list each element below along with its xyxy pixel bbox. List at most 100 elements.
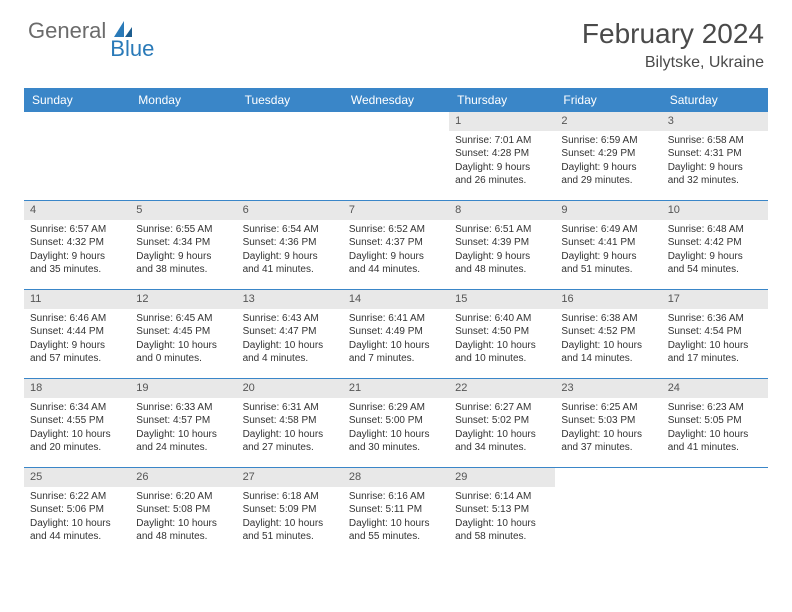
daylight-text: Daylight: 10 hours and 48 minutes. <box>136 517 230 544</box>
day-number: 17 <box>662 290 768 309</box>
day-cell: 1Sunrise: 7:01 AMSunset: 4:28 PMDaylight… <box>449 112 555 200</box>
sunset-text: Sunset: 4:32 PM <box>30 236 124 250</box>
logo: General Blue <box>28 18 154 44</box>
daylight-text: Daylight: 9 hours and 26 minutes. <box>455 161 549 188</box>
day-cell: 13Sunrise: 6:43 AMSunset: 4:47 PMDayligh… <box>237 290 343 378</box>
daylight-text: Daylight: 9 hours and 35 minutes. <box>30 250 124 277</box>
sunrise-text: Sunrise: 6:34 AM <box>30 401 124 415</box>
day-body: Sunrise: 6:41 AMSunset: 4:49 PMDaylight:… <box>343 309 449 370</box>
sunset-text: Sunset: 4:49 PM <box>349 325 443 339</box>
daylight-text: Daylight: 9 hours and 32 minutes. <box>668 161 762 188</box>
day-body: Sunrise: 6:23 AMSunset: 5:05 PMDaylight:… <box>662 398 768 459</box>
daylight-text: Daylight: 10 hours and 37 minutes. <box>561 428 655 455</box>
day-number: 22 <box>449 379 555 398</box>
sunset-text: Sunset: 5:09 PM <box>243 503 337 517</box>
sunset-text: Sunset: 4:52 PM <box>561 325 655 339</box>
day-number: 28 <box>343 468 449 487</box>
sunset-text: Sunset: 5:06 PM <box>30 503 124 517</box>
sunrise-text: Sunrise: 6:43 AM <box>243 312 337 326</box>
day-body: Sunrise: 6:34 AMSunset: 4:55 PMDaylight:… <box>24 398 130 459</box>
day-cell: 26Sunrise: 6:20 AMSunset: 5:08 PMDayligh… <box>130 468 236 556</box>
day-number: 9 <box>555 201 661 220</box>
sunset-text: Sunset: 4:57 PM <box>136 414 230 428</box>
sunset-text: Sunset: 5:00 PM <box>349 414 443 428</box>
sunset-text: Sunset: 5:13 PM <box>455 503 549 517</box>
day-number: 18 <box>24 379 130 398</box>
sunrise-text: Sunrise: 6:41 AM <box>349 312 443 326</box>
sunrise-text: Sunrise: 7:01 AM <box>455 134 549 148</box>
daylight-text: Daylight: 10 hours and 34 minutes. <box>455 428 549 455</box>
daylight-text: Daylight: 10 hours and 10 minutes. <box>455 339 549 366</box>
day-body: Sunrise: 6:25 AMSunset: 5:03 PMDaylight:… <box>555 398 661 459</box>
day-body: Sunrise: 6:51 AMSunset: 4:39 PMDaylight:… <box>449 220 555 281</box>
sunset-text: Sunset: 4:42 PM <box>668 236 762 250</box>
sunrise-text: Sunrise: 6:45 AM <box>136 312 230 326</box>
day-number: 25 <box>24 468 130 487</box>
sunset-text: Sunset: 4:36 PM <box>243 236 337 250</box>
sunrise-text: Sunrise: 6:29 AM <box>349 401 443 415</box>
sunrise-text: Sunrise: 6:33 AM <box>136 401 230 415</box>
day-number: 16 <box>555 290 661 309</box>
day-body: Sunrise: 6:20 AMSunset: 5:08 PMDaylight:… <box>130 487 236 548</box>
day-number: 14 <box>343 290 449 309</box>
daylight-text: Daylight: 9 hours and 51 minutes. <box>561 250 655 277</box>
daylight-text: Daylight: 9 hours and 57 minutes. <box>30 339 124 366</box>
day-number: 7 <box>343 201 449 220</box>
sunrise-text: Sunrise: 6:14 AM <box>455 490 549 504</box>
daylight-text: Daylight: 9 hours and 29 minutes. <box>561 161 655 188</box>
day-cell: 10Sunrise: 6:48 AMSunset: 4:42 PMDayligh… <box>662 201 768 289</box>
day-body: Sunrise: 6:58 AMSunset: 4:31 PMDaylight:… <box>662 131 768 192</box>
weekday-header: Sunday <box>24 88 130 112</box>
day-cell: 21Sunrise: 6:29 AMSunset: 5:00 PMDayligh… <box>343 379 449 467</box>
sunrise-text: Sunrise: 6:57 AM <box>30 223 124 237</box>
week-row: 4Sunrise: 6:57 AMSunset: 4:32 PMDaylight… <box>24 201 768 290</box>
sunrise-text: Sunrise: 6:58 AM <box>668 134 762 148</box>
day-body: Sunrise: 6:55 AMSunset: 4:34 PMDaylight:… <box>130 220 236 281</box>
day-number: 26 <box>130 468 236 487</box>
day-body: Sunrise: 6:36 AMSunset: 4:54 PMDaylight:… <box>662 309 768 370</box>
sunset-text: Sunset: 4:34 PM <box>136 236 230 250</box>
sunrise-text: Sunrise: 6:36 AM <box>668 312 762 326</box>
day-number: 13 <box>237 290 343 309</box>
daylight-text: Daylight: 10 hours and 24 minutes. <box>136 428 230 455</box>
daylight-text: Daylight: 10 hours and 30 minutes. <box>349 428 443 455</box>
day-number: 20 <box>237 379 343 398</box>
sunset-text: Sunset: 4:58 PM <box>243 414 337 428</box>
page-header: General Blue February 2024 Bilytske, Ukr… <box>0 0 792 76</box>
sunrise-text: Sunrise: 6:54 AM <box>243 223 337 237</box>
sunset-text: Sunset: 4:41 PM <box>561 236 655 250</box>
day-number: 3 <box>662 112 768 131</box>
daylight-text: Daylight: 10 hours and 51 minutes. <box>243 517 337 544</box>
day-body: Sunrise: 6:59 AMSunset: 4:29 PMDaylight:… <box>555 131 661 192</box>
day-number: 5 <box>130 201 236 220</box>
sunrise-text: Sunrise: 6:48 AM <box>668 223 762 237</box>
weekday-header: Tuesday <box>237 88 343 112</box>
sunset-text: Sunset: 4:54 PM <box>668 325 762 339</box>
day-number: 29 <box>449 468 555 487</box>
day-number: 2 <box>555 112 661 131</box>
month-title: February 2024 <box>582 18 764 50</box>
sunrise-text: Sunrise: 6:31 AM <box>243 401 337 415</box>
day-cell: 3Sunrise: 6:58 AMSunset: 4:31 PMDaylight… <box>662 112 768 200</box>
sunset-text: Sunset: 4:28 PM <box>455 147 549 161</box>
daylight-text: Daylight: 10 hours and 20 minutes. <box>30 428 124 455</box>
day-body: Sunrise: 6:29 AMSunset: 5:00 PMDaylight:… <box>343 398 449 459</box>
sunset-text: Sunset: 5:02 PM <box>455 414 549 428</box>
day-cell: 19Sunrise: 6:33 AMSunset: 4:57 PMDayligh… <box>130 379 236 467</box>
day-body: Sunrise: 6:40 AMSunset: 4:50 PMDaylight:… <box>449 309 555 370</box>
sunrise-text: Sunrise: 6:49 AM <box>561 223 655 237</box>
sunrise-text: Sunrise: 6:59 AM <box>561 134 655 148</box>
sunrise-text: Sunrise: 6:18 AM <box>243 490 337 504</box>
day-cell: 4Sunrise: 6:57 AMSunset: 4:32 PMDaylight… <box>24 201 130 289</box>
day-cell: 29Sunrise: 6:14 AMSunset: 5:13 PMDayligh… <box>449 468 555 556</box>
day-cell: 17Sunrise: 6:36 AMSunset: 4:54 PMDayligh… <box>662 290 768 378</box>
day-number: 21 <box>343 379 449 398</box>
week-row: 18Sunrise: 6:34 AMSunset: 4:55 PMDayligh… <box>24 379 768 468</box>
daylight-text: Daylight: 10 hours and 7 minutes. <box>349 339 443 366</box>
week-row: 1Sunrise: 7:01 AMSunset: 4:28 PMDaylight… <box>24 112 768 201</box>
daylight-text: Daylight: 10 hours and 44 minutes. <box>30 517 124 544</box>
daylight-text: Daylight: 9 hours and 44 minutes. <box>349 250 443 277</box>
day-number: 12 <box>130 290 236 309</box>
day-body: Sunrise: 6:38 AMSunset: 4:52 PMDaylight:… <box>555 309 661 370</box>
day-cell: 11Sunrise: 6:46 AMSunset: 4:44 PMDayligh… <box>24 290 130 378</box>
